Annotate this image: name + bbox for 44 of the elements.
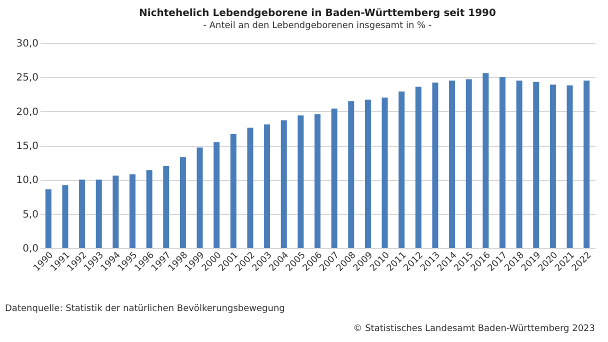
bar xyxy=(516,80,522,248)
bar xyxy=(96,180,102,248)
y-tick-label: 10,0 xyxy=(16,175,38,186)
bar xyxy=(449,80,456,248)
bar xyxy=(214,142,220,248)
bar xyxy=(180,157,186,248)
y-tick-label: 25,0 xyxy=(16,72,38,84)
bar xyxy=(264,124,270,248)
bar xyxy=(482,73,489,248)
bar xyxy=(466,79,472,248)
y-tick-label: 15,0 xyxy=(16,141,38,152)
bar xyxy=(566,85,573,248)
text: Datenquelle: Statistik der natürlichen Bevölkerungsbewegung xyxy=(5,304,285,314)
chart-subtitle: - Anteil an den Lebendgeborenen insgesamt in % - xyxy=(203,21,432,31)
bar xyxy=(298,115,304,248)
chart-title: Nichtehelich Lebendgeborene in Baden-Württemberg seit 1990 xyxy=(139,8,496,19)
bar xyxy=(130,174,136,248)
bar xyxy=(146,170,152,248)
bar xyxy=(432,82,438,248)
bar xyxy=(331,108,338,248)
bar xyxy=(230,134,236,248)
bar xyxy=(314,114,320,248)
bar xyxy=(348,101,354,248)
bar xyxy=(533,82,540,248)
y-tick-label: 20,0 xyxy=(16,106,38,118)
bar xyxy=(364,100,371,248)
bar xyxy=(79,180,86,248)
bar xyxy=(398,92,405,248)
bar xyxy=(45,189,52,248)
bar xyxy=(112,176,119,248)
bar xyxy=(163,166,170,248)
bar xyxy=(196,148,203,248)
bar xyxy=(382,98,388,248)
bar xyxy=(247,128,254,248)
y-tick-label: 30,0 xyxy=(16,38,38,50)
bar xyxy=(62,185,68,248)
bar xyxy=(500,77,506,248)
text: © Statistisches Landesamt Baden-Württemberg 2023 xyxy=(353,324,595,334)
y-tick-label: 5,0 xyxy=(22,209,38,220)
bar xyxy=(584,80,590,248)
bar xyxy=(550,84,556,248)
bar xyxy=(280,120,287,248)
bar xyxy=(415,86,422,248)
y-tick-label: 0,0 xyxy=(22,244,38,254)
